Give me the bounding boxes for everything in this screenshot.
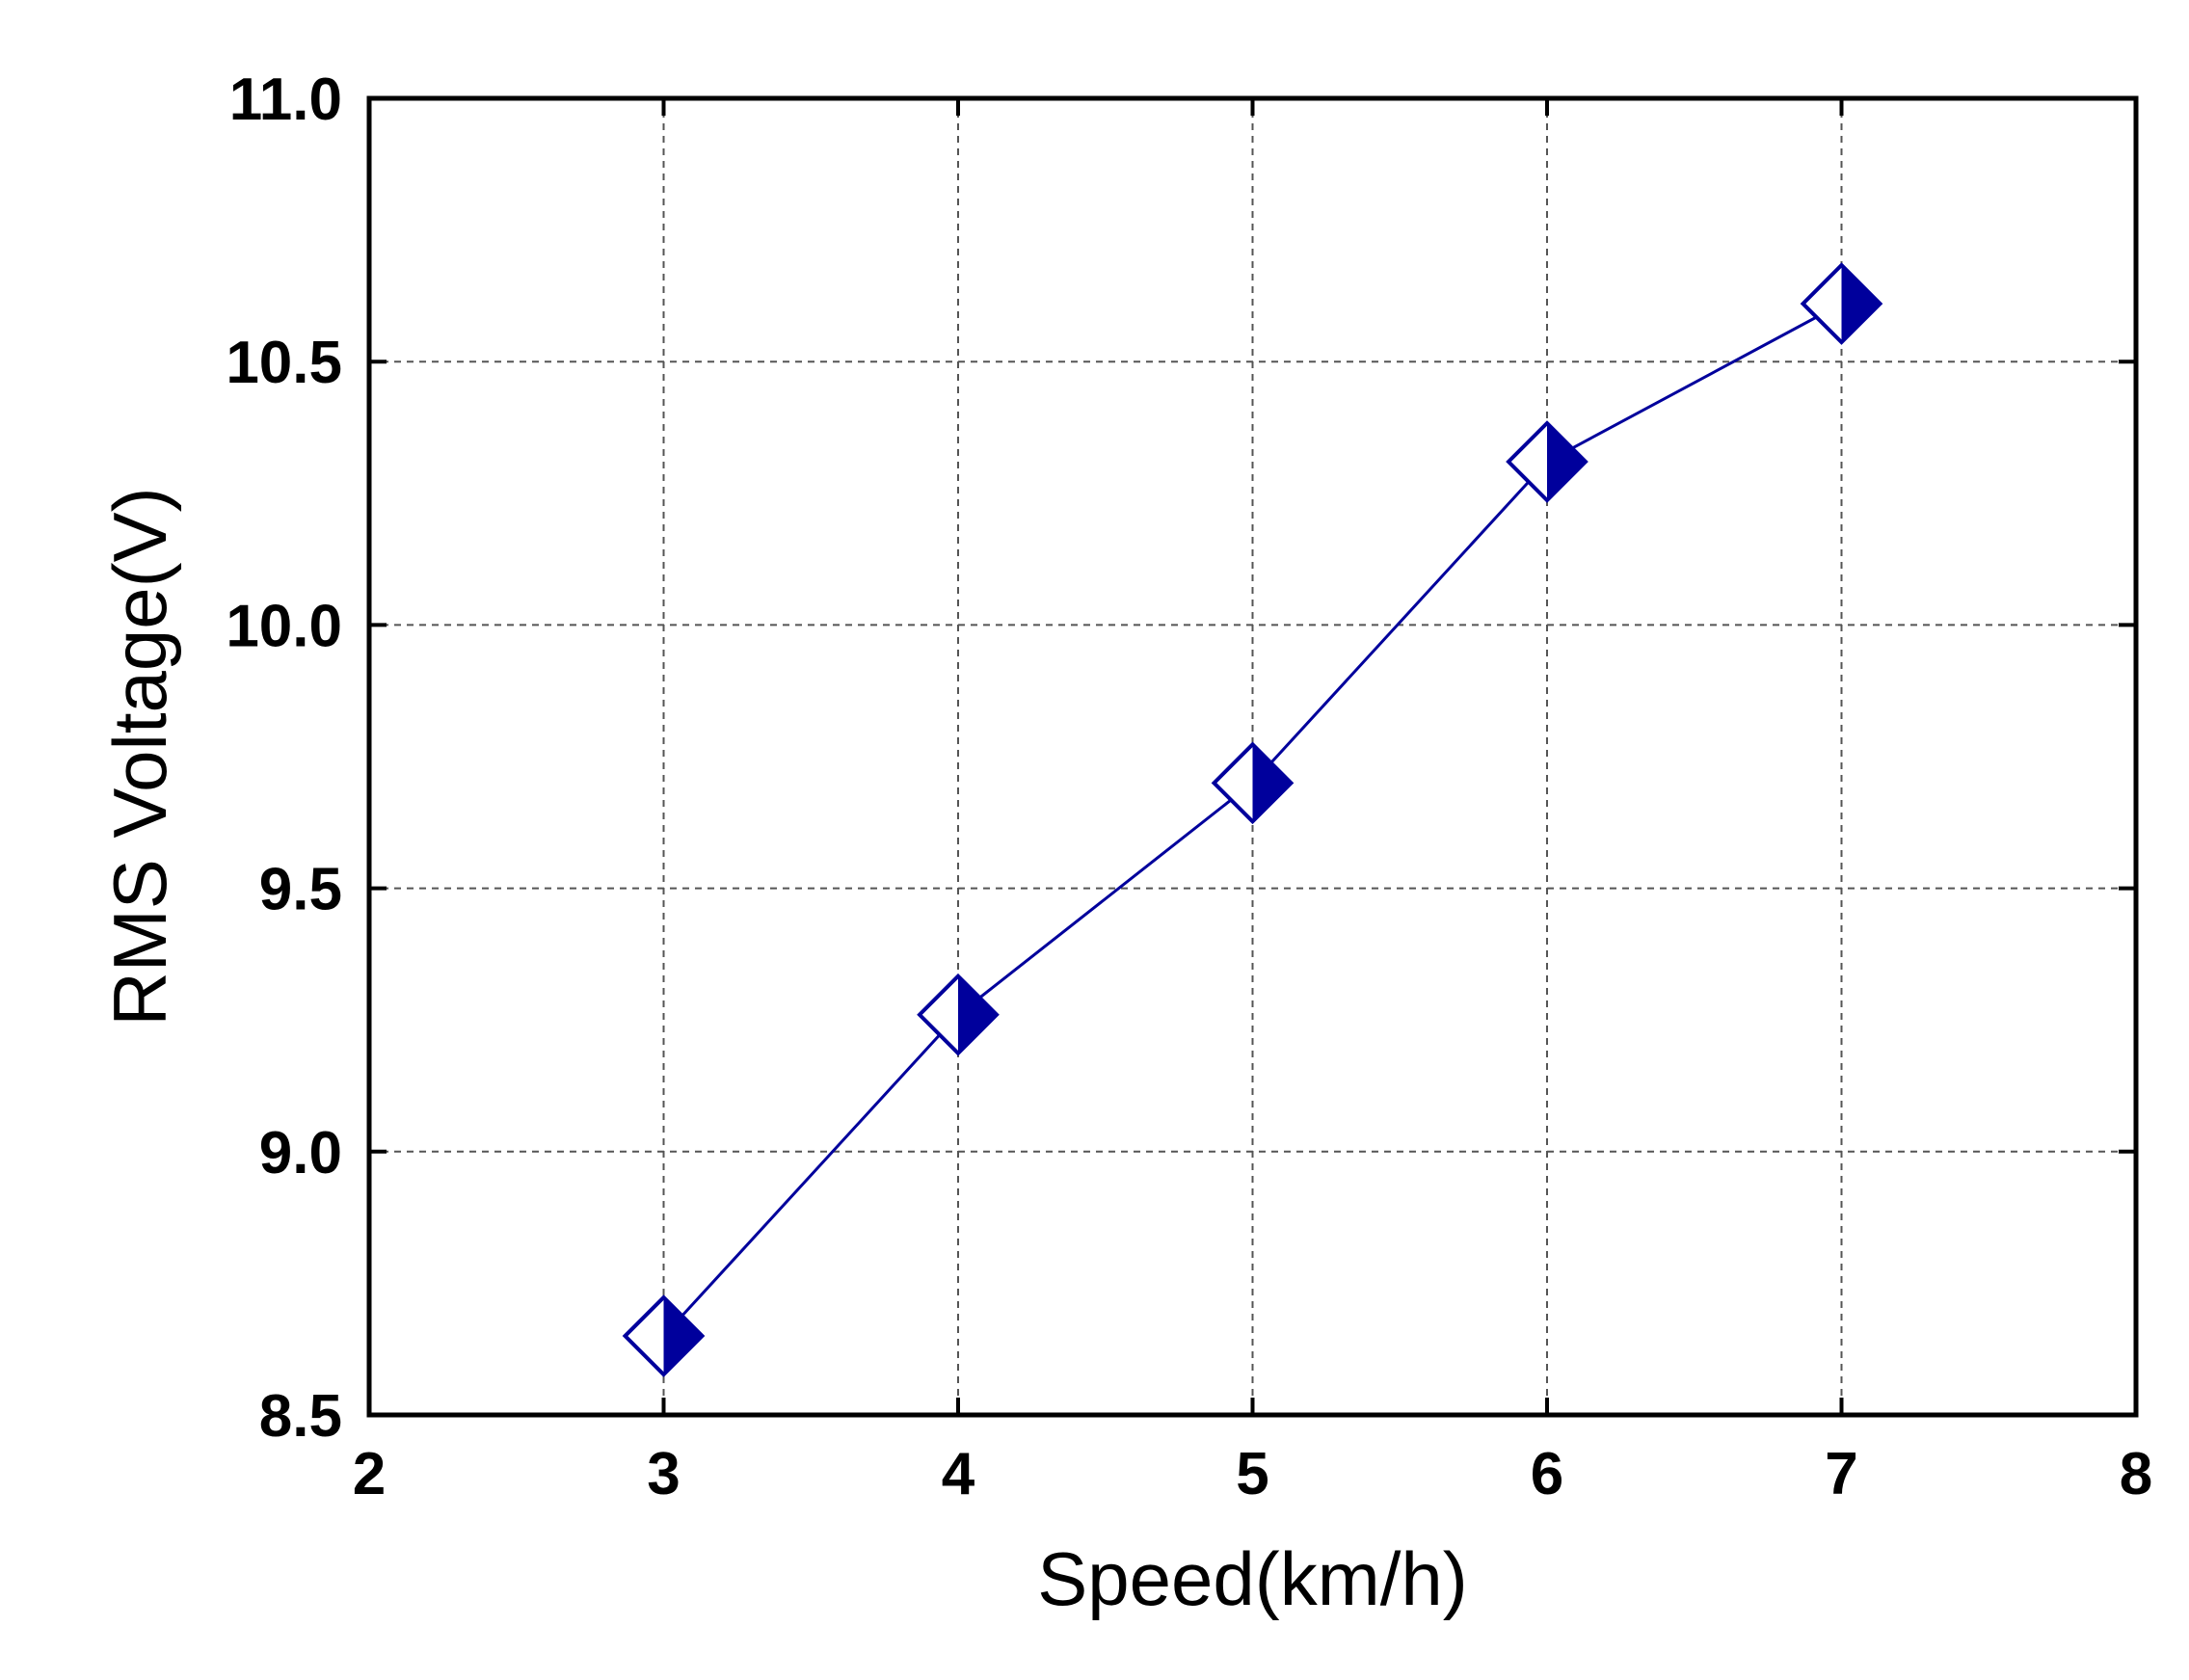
marker-outline (1800, 262, 1883, 345)
marker-fill-half (663, 1297, 703, 1375)
marker-outline (917, 973, 1000, 1056)
x-tick-label: 8 (2120, 1441, 2152, 1507)
x-tick-label: 2 (353, 1441, 386, 1507)
series-layer (622, 262, 1883, 1377)
grid (369, 98, 2136, 1415)
y-tick-label: 11.0 (229, 67, 342, 133)
data-point-marker (1211, 741, 1295, 825)
x-tick-label: 7 (1825, 1441, 1857, 1507)
ticks (367, 96, 2138, 1417)
y-tick-label: 9.0 (259, 1120, 342, 1187)
y-tick-label: 10.0 (226, 593, 342, 659)
x-tick-label: 4 (942, 1441, 975, 1507)
x-tick-label: 6 (1531, 1441, 1563, 1507)
data-point-marker (1800, 262, 1883, 345)
x-axis-title: Speed(km/h) (1037, 1536, 1468, 1621)
marker-outline (1211, 741, 1295, 825)
data-point-marker (622, 1294, 706, 1377)
marker-fill-half (1547, 423, 1586, 501)
marker-fill-half (958, 975, 997, 1053)
marker-fill-half (1841, 265, 1881, 343)
x-tick-label: 5 (1236, 1441, 1268, 1507)
tick-labels: 2 3 4 5 6 7 8 8.5 9.0 9.5 10.0 10.5 11.0 (226, 67, 2152, 1507)
marker-outline (1506, 420, 1588, 503)
marker-fill-half (1252, 744, 1292, 822)
y-tick-label: 8.5 (259, 1383, 342, 1450)
y-tick-label: 10.5 (226, 330, 342, 396)
data-point-marker (917, 973, 1000, 1056)
data-point-marker (1506, 420, 1588, 503)
x-tick-label: 3 (647, 1441, 680, 1507)
y-axis-title: RMS Voltage(V) (97, 487, 182, 1026)
marker-outline (622, 1294, 706, 1377)
y-tick-label: 9.5 (259, 857, 342, 923)
